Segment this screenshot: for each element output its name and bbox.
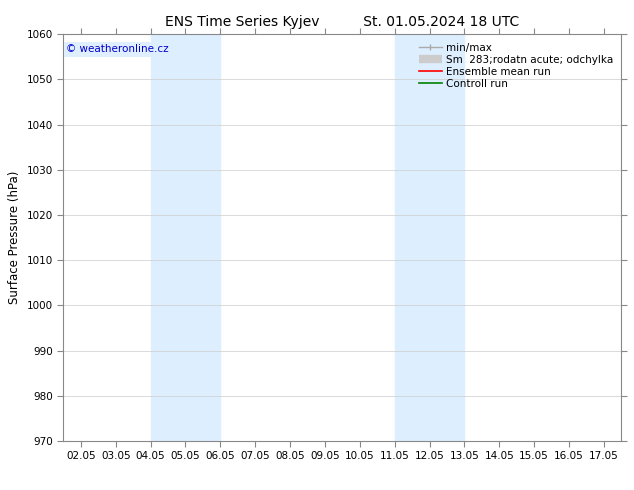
Text: © weatheronline.cz: © weatheronline.cz bbox=[66, 45, 169, 54]
Legend: min/max, Sm  283;rodatn acute; odchylka, Ensemble mean run, Controll run: min/max, Sm 283;rodatn acute; odchylka, … bbox=[415, 40, 616, 92]
Title: ENS Time Series Kyjev          St. 01.05.2024 18 UTC: ENS Time Series Kyjev St. 01.05.2024 18 … bbox=[165, 15, 519, 29]
Y-axis label: Surface Pressure (hPa): Surface Pressure (hPa) bbox=[8, 171, 21, 304]
Bar bbox=[150, 34, 221, 441]
Bar bbox=[394, 34, 464, 441]
